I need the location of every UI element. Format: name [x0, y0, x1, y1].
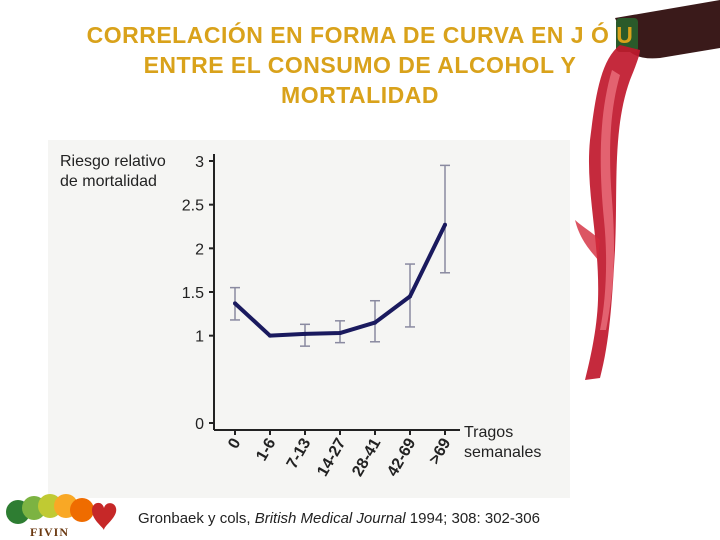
logo-text: FIVIN	[30, 525, 70, 539]
x-tick-label: 14-27	[314, 435, 349, 479]
data-point	[338, 331, 342, 336]
x-tick-label: 1-6	[253, 435, 279, 464]
y-tick-label: 1.5	[182, 285, 204, 302]
data-point	[373, 320, 377, 325]
title-line-2: ENTRE EL CONSUMO DE ALCOHOL Y	[143, 52, 577, 78]
chart-panel: Riesgo relativo de mortalidad Tragos sem…	[48, 140, 570, 498]
y-axis-label-line-2: de mortalidad	[60, 173, 157, 190]
x-tick-label: 0	[225, 435, 244, 451]
x-tick-label: >69	[426, 435, 454, 467]
axes	[213, 154, 460, 431]
data-point	[443, 222, 447, 227]
data-point	[303, 331, 307, 336]
fivin-logo	[6, 494, 117, 530]
y-axis-label: Riesgo relativo de mortalidad	[60, 153, 166, 190]
y-tick-label: 2	[195, 241, 204, 258]
x-tick-label: 7-13	[284, 435, 315, 471]
x-axis-label: Tragos semanales	[464, 424, 541, 461]
x-tick-label: 42-69	[384, 435, 419, 479]
y-ticks: 0 1 1.5 2 2.5 3	[182, 154, 214, 433]
wine-bottle-icon	[615, 0, 720, 59]
series-group	[233, 222, 447, 338]
x-tick-label: 28-41	[349, 435, 384, 479]
mortality-chart: Riesgo relativo de mortalidad Tragos sem…	[60, 153, 541, 479]
error-bars	[230, 164, 450, 347]
title-line-1: CORRELACIÓN EN FORMA DE CURVA EN J Ó U	[86, 22, 634, 48]
y-tick-label: 1	[195, 329, 204, 346]
data-point	[233, 301, 237, 306]
slide-title: CORRELACIÓN EN FORMA DE CURVA EN J Ó U E…	[0, 20, 720, 110]
y-axis-label-line-1: Riesgo relativo	[60, 153, 166, 170]
data-point	[408, 294, 412, 299]
citation-authors: Gronbaek y cols,	[138, 510, 255, 527]
citation: Gronbaek y cols, British Medical Journal…	[138, 510, 540, 527]
series-line	[233, 223, 447, 338]
x-axis-label-line-1: Tragos	[464, 424, 513, 441]
title-line-3: MORTALIDAD	[281, 82, 439, 108]
citation-details: 1994; 308: 302-306	[405, 510, 540, 527]
x-ticks: 0 1-6 7-13 14-27 28-41 42-69 >69	[225, 430, 455, 479]
citation-journal: British Medical Journal	[254, 510, 406, 527]
y-tick-label: 0	[195, 416, 204, 433]
data-point	[268, 333, 272, 338]
y-tick-label: 3	[195, 154, 204, 171]
x-axis-label-line-2: semanales	[464, 444, 541, 461]
y-tick-label: 2.5	[182, 198, 204, 215]
wine-stream-icon	[575, 45, 640, 380]
